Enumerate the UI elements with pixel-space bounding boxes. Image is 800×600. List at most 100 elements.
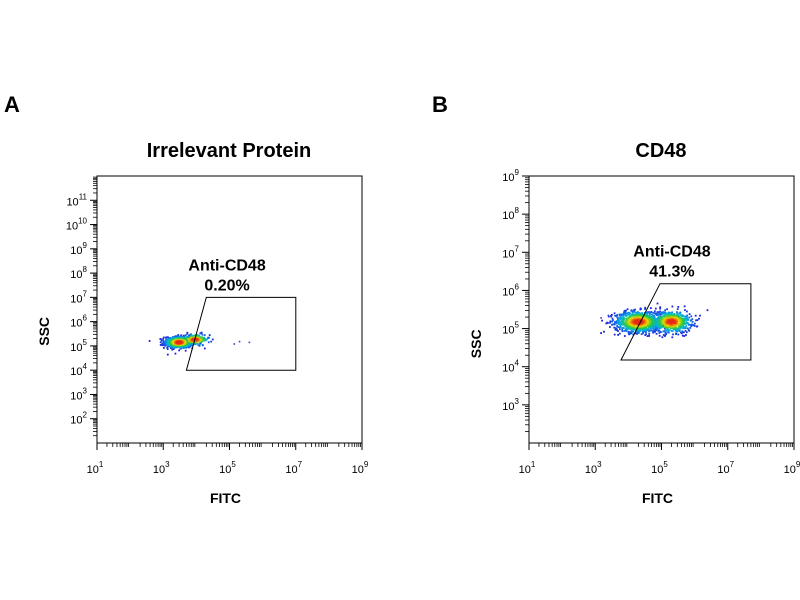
data-point [659,322,662,325]
data-point [658,316,660,318]
data-point [609,326,611,328]
data-point [649,321,651,324]
y-tick-label: 106 [502,282,519,298]
data-point [658,334,661,337]
data-point [637,328,640,331]
data-point [676,308,679,310]
data-point [655,332,658,335]
data-point [634,308,636,311]
data-point [659,320,662,323]
data-point [164,336,167,339]
data-point [624,311,627,314]
data-point [636,315,639,318]
data-point [686,322,689,325]
data-point [665,320,668,323]
data-point [620,319,623,321]
data-point [647,327,649,330]
data-point [649,327,652,330]
data-point [600,317,602,319]
data-point [162,340,165,343]
data-point [627,320,630,322]
data-point [639,327,642,330]
y-tick-label: 107 [502,244,519,260]
data-point [644,306,647,309]
data-point [631,310,634,313]
x-axis-label: FITC [642,490,673,506]
data-point [660,312,663,315]
data-point [681,330,684,333]
data-point [233,343,236,345]
data-point [632,330,635,333]
data-point [681,326,683,329]
data-point [675,332,677,335]
data-point [616,316,619,319]
data-point [649,314,651,317]
data-point [656,320,659,323]
data-point [631,313,634,316]
data-point [661,313,664,316]
data-point [639,320,641,323]
data-point [689,327,692,329]
y-tick-label: 107 [70,289,87,305]
data-point [190,337,192,339]
data-point [185,335,188,338]
data-point [188,340,191,342]
x-tick-label: 103 [153,460,170,476]
data-point [685,317,688,320]
data-point [188,337,191,340]
data-point [160,339,163,342]
data-point [636,331,639,334]
data-point [659,313,662,316]
y-tick-label: 103 [70,386,87,402]
x-tick-label: 103 [585,460,602,476]
y-tick-label: 108 [502,206,519,222]
data-point [668,329,671,332]
data-point [186,344,188,347]
y-tick-label: 103 [502,397,519,413]
data-point [671,329,674,332]
data-point [618,332,621,335]
x-tick-label: 105 [219,460,236,476]
data-point [631,325,633,328]
data-point [667,315,669,318]
data-point [654,307,657,310]
panel-letter: B [432,92,448,117]
x-tick-label: 101 [519,460,536,476]
data-point [677,319,679,322]
data-point [174,335,177,338]
data-point [645,333,647,336]
data-point [683,305,686,308]
data-point [640,312,643,315]
data-point [191,338,194,341]
data-point [634,315,637,318]
data-point [622,319,625,322]
x-tick-label: 109 [784,460,800,476]
minor-ticks [525,177,793,447]
data-point [644,308,646,310]
data-point [200,337,203,340]
data-point [653,329,656,331]
data-point [611,323,613,326]
data-point [688,324,690,326]
data-point [628,325,631,328]
data-point [648,330,650,333]
data-point [619,314,622,317]
data-point [652,329,654,332]
data-point [698,317,700,320]
data-point [622,326,625,329]
plot-frame [96,175,363,444]
data-point [654,312,656,315]
data-point [633,319,636,322]
data-point [166,336,168,339]
data-point [609,321,611,324]
data-point [248,341,251,344]
data-point [636,330,639,333]
data-point [681,334,684,337]
data-point [639,308,642,311]
data-point [637,311,639,313]
data-point [183,335,186,338]
data-point [678,329,680,332]
data-point [695,325,698,328]
data-point [683,321,686,324]
data-point [650,329,652,332]
